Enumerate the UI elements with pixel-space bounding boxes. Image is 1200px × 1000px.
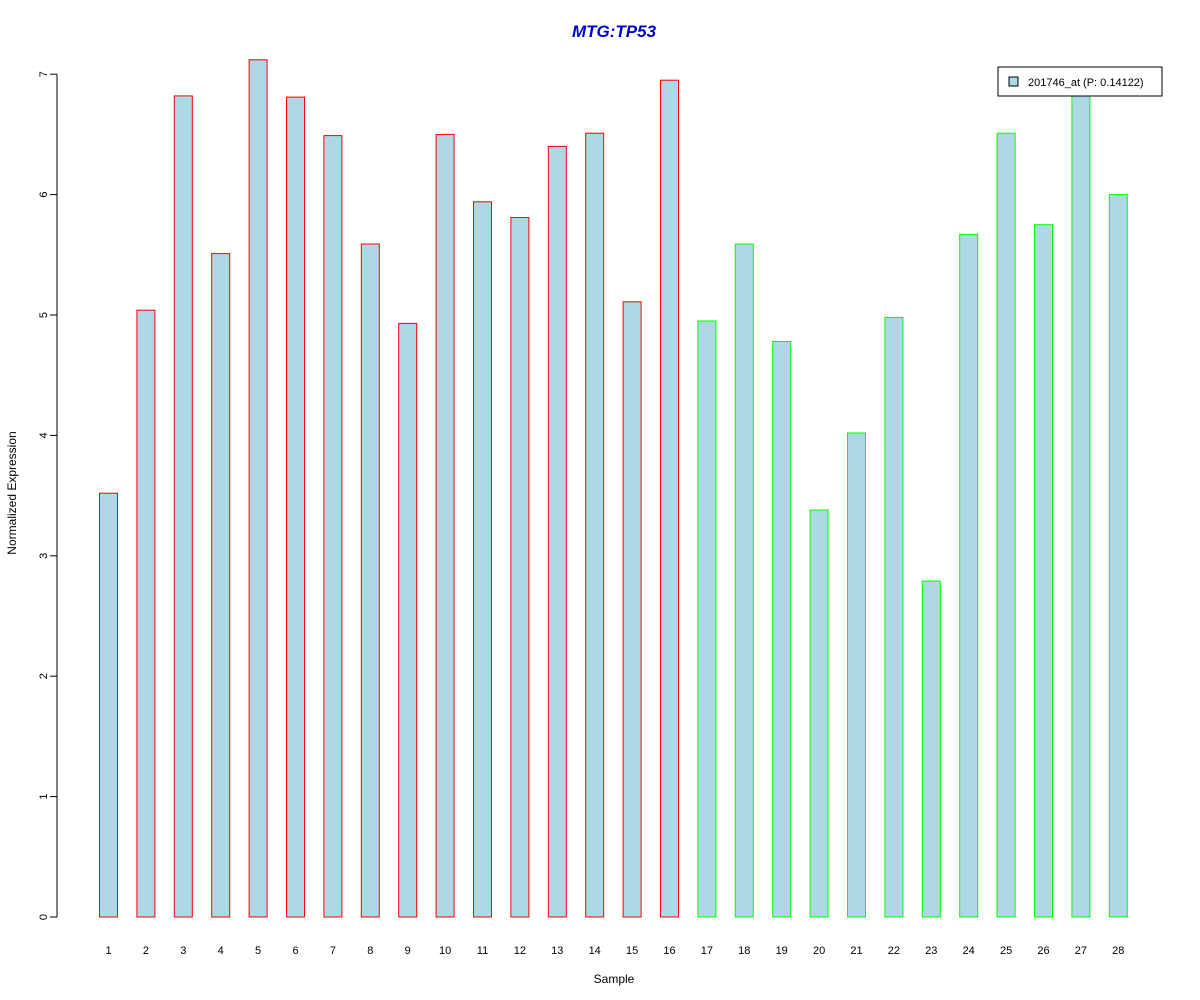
- x-axis-tick-label: 17: [701, 945, 713, 957]
- x-axis-tick-labels: 1 2 3 4 5 6 7 8 9 10 11 12 13 14 15 16 17 18 19 20 21 22 23 24 2…: [105, 945, 1124, 957]
- y-axis-tick-label: 3: [38, 553, 50, 559]
- x-axis-tick-label: 28: [1112, 945, 1124, 957]
- x-axis-tick-label: 18: [738, 945, 750, 957]
- bar-sample-13: [547, 145, 567, 918]
- bars: [99, 59, 1128, 918]
- x-axis-tick-label: 13: [551, 945, 563, 957]
- bar-sample-11: [473, 201, 492, 918]
- x-axis-tick-label: 10: [439, 945, 451, 957]
- bar-sample-24: [959, 233, 979, 918]
- bar-sample-23: [921, 580, 941, 918]
- x-axis-tick-label: 1: [105, 945, 111, 957]
- legend-label: 201746_at (P: 0.14122): [1028, 77, 1144, 89]
- x-axis-tick-label: 19: [776, 945, 788, 957]
- x-axis-tick-label: 23: [925, 945, 937, 957]
- bar-sample-21: [847, 432, 866, 918]
- bar-sample-16: [660, 79, 679, 918]
- x-axis-tick-label: 26: [1037, 945, 1049, 957]
- y-axis-tick-label: 0: [38, 914, 50, 920]
- bar-sample-28: [1108, 194, 1128, 918]
- bar-sample-19: [772, 341, 792, 918]
- bar-sample-9: [398, 322, 418, 918]
- x-axis-tick-label: 14: [589, 945, 601, 957]
- bar-sample-5: [248, 59, 268, 918]
- bar-sample-20: [809, 509, 829, 918]
- y-axis-tick-label: 4: [38, 432, 50, 438]
- bar-sample-8: [360, 243, 380, 918]
- bar-sample-1: [99, 492, 118, 918]
- x-axis-tick-label: 25: [1000, 945, 1012, 957]
- x-axis-tick-label: 5: [255, 945, 261, 957]
- bar-sample-2: [136, 309, 156, 918]
- legend-box: [997, 66, 1163, 97]
- x-axis-tick-label: 8: [367, 945, 373, 957]
- y-axis-tick-label: 5: [38, 312, 50, 318]
- x-axis-tick-label: 20: [813, 945, 825, 957]
- bar-sample-17: [697, 320, 717, 918]
- x-axis-tick-label: 21: [850, 945, 862, 957]
- y-axis: 0 1 2 3 4 5 6 7: [38, 71, 58, 920]
- x-axis-tick-label: 4: [218, 945, 224, 957]
- y-axis-tick-label: 2: [38, 673, 50, 679]
- x-axis-label: Sample: [594, 972, 635, 986]
- bar-sample-18: [734, 243, 754, 918]
- bar-sample-14: [585, 132, 605, 918]
- y-axis-tick-label: 1: [38, 794, 50, 800]
- bar-sample-3: [173, 95, 193, 918]
- bar-sample-25: [996, 132, 1016, 918]
- x-axis-tick-label: 3: [180, 945, 186, 957]
- x-axis-tick-label: 15: [626, 945, 638, 957]
- bar-sample-27: [1071, 94, 1091, 918]
- x-axis-tick-label: 22: [888, 945, 900, 957]
- chart-title: MTG:TP53: [572, 22, 657, 41]
- x-axis-tick-label: 11: [477, 945, 488, 957]
- x-axis-tick-label: 9: [405, 945, 411, 957]
- x-axis-tick-label: 16: [663, 945, 675, 957]
- bar-sample-12: [510, 217, 530, 918]
- y-axis-tick-label: 6: [38, 192, 50, 198]
- bar-sample-15: [622, 301, 642, 918]
- x-axis-tick-label: 2: [143, 945, 149, 957]
- bar-sample-4: [211, 253, 231, 918]
- x-axis-tick-label: 24: [963, 945, 975, 957]
- x-axis-tick-label: 12: [514, 945, 526, 957]
- x-axis-tick-label: 27: [1075, 945, 1087, 957]
- bar-sample-6: [286, 96, 305, 918]
- bar-sample-22: [884, 316, 904, 918]
- legend-swatch: [1008, 76, 1019, 87]
- y-axis-label: Normalized Expression: [5, 431, 19, 554]
- y-axis-tick-label: 7: [38, 71, 50, 77]
- bar-sample-26: [1034, 224, 1053, 918]
- x-axis-tick-label: 6: [292, 945, 298, 957]
- bar-sample-10: [435, 133, 455, 918]
- x-axis-tick-label: 7: [330, 945, 336, 957]
- legend: 201746_at (P: 0.14122): [997, 66, 1163, 97]
- bar-sample-7: [323, 135, 343, 918]
